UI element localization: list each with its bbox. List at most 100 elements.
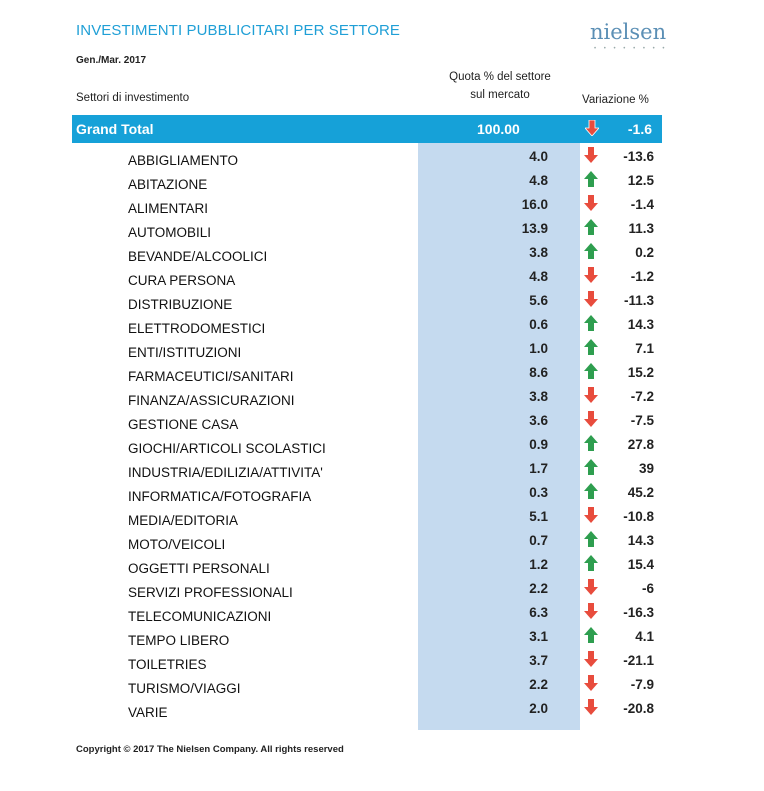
sector-share-value: 3.8 (529, 245, 548, 260)
sector-variation: 45.2 (627, 485, 654, 500)
table-row: MOTO/VEICOLI 0.7 14.3 (0, 530, 764, 554)
sector-name: AUTOMOBILI (128, 225, 212, 240)
arrow-up-icon (584, 459, 598, 480)
table-row: TEMPO LIBERO 3.1 4.1 (0, 626, 764, 650)
sector-variation: -1.4 (630, 197, 654, 212)
sector-name: TURISMO/VIAGGI (128, 681, 241, 696)
table-row: TELECOMUNICAZIONI 6.3 -16.3 (0, 602, 764, 626)
arrow-up-icon (584, 339, 598, 360)
sector-share-value: 13.9 (521, 221, 548, 236)
quota-column-highlight (418, 143, 580, 730)
table-row: ABBIGLIAMENTO 4.0 -13.6 (0, 146, 764, 170)
sector-variation: 15.2 (627, 365, 654, 380)
sector-variation: -1.2 (630, 269, 654, 284)
sector-share-value: 5.1 (529, 509, 548, 524)
sector-share-value: 3.6 (529, 413, 548, 428)
sector-share-value: 0.7 (529, 533, 548, 548)
sector-name: SERVIZI PROFESSIONALI (128, 585, 293, 600)
arrow-up-icon (584, 363, 598, 384)
sector-share-value: 3.7 (529, 653, 548, 668)
sector-share-value: 1.7 (529, 461, 548, 476)
sector-name: OGGETTI PERSONALI (128, 561, 270, 576)
sector-name: FINANZA/ASSICURAZIONI (128, 393, 295, 408)
table-row: OGGETTI PERSONALI 1.2 15.4 (0, 554, 764, 578)
sector-share-value: 1.2 (529, 557, 548, 572)
sector-variation: 27.8 (627, 437, 654, 452)
table-row: ABITAZIONE 4.8 12.5 (0, 170, 764, 194)
arrow-down-icon (584, 195, 598, 216)
table-row: GIOCHI/ARTICOLI SCOLASTICI 0.9 27.8 (0, 434, 764, 458)
arrow-down-icon (584, 291, 598, 312)
arrow-up-icon (584, 171, 598, 192)
sector-name: ABBIGLIAMENTO (128, 153, 239, 168)
sector-name: INFORMATICA/FOTOGRAFIA (128, 489, 312, 504)
arrow-down-icon (584, 675, 598, 696)
grand-total-label: Grand Total (76, 121, 154, 137)
table-row: MEDIA/EDITORIA 5.1 -10.8 (0, 506, 764, 530)
sector-name: ALIMENTARI (128, 201, 209, 216)
arrow-down-icon (584, 267, 598, 288)
sector-share-value: 1.0 (529, 341, 548, 356)
sector-name: INDUSTRIA/EDILIZIA/ATTIVITA' (128, 465, 323, 480)
sector-name: CURA PERSONA (128, 273, 236, 288)
period-label: Gen./Mar. 2017 (76, 55, 147, 66)
sector-variation: -7.2 (630, 389, 654, 404)
table-row: ELETTRODOMESTICI 0.6 14.3 (0, 314, 764, 338)
page-title: INVESTIMENTI PUBBLICITARI PER SETTORE (76, 22, 401, 39)
sector-variation: -20.8 (623, 701, 654, 716)
sector-name: MEDIA/EDITORIA (128, 513, 239, 528)
column-header-quota-line1: Quota % del settore (449, 71, 551, 83)
sector-name: MOTO/VEICOLI (128, 537, 226, 552)
grand-total-row: Grand Total 100.00 -1.6 (72, 115, 662, 143)
sector-variation: 11.3 (628, 221, 654, 236)
sector-variation: 0.2 (635, 245, 654, 260)
column-header-sector: Settori di investimento (76, 92, 190, 104)
table-row: INFORMATICA/FOTOGRAFIA 0.3 45.2 (0, 482, 764, 506)
arrow-up-icon (584, 315, 598, 336)
copyright: Copyright © 2017 The Nielsen Company. Al… (76, 744, 344, 755)
table-row: SERVIZI PROFESSIONALI 2.2 -6 (0, 578, 764, 602)
column-header-quota-line2: sul mercato (470, 89, 530, 101)
sector-variation: -13.6 (623, 149, 654, 164)
sector-name: ABITAZIONE (128, 177, 208, 192)
arrow-down-icon (584, 411, 598, 432)
arrow-up-icon (584, 483, 598, 504)
sector-variation: -16.3 (623, 605, 654, 620)
sector-variation: -11.3 (623, 293, 654, 308)
sector-name: ENTI/ISTITUZIONI (128, 345, 242, 360)
sector-share-value: 4.8 (529, 269, 548, 284)
sector-variation: 14.3 (627, 317, 654, 332)
arrow-up-icon (584, 627, 598, 648)
sector-share-value: 2.2 (529, 677, 548, 692)
sector-name: TOILETRIES (128, 657, 207, 672)
arrow-up-icon (584, 435, 598, 456)
arrow-down-icon (584, 699, 598, 720)
arrow-down-icon (584, 507, 598, 528)
arrow-up-icon (584, 555, 598, 576)
sector-name: DISTRIBUZIONE (128, 297, 233, 312)
arrow-up-icon (584, 531, 598, 552)
table-row: GESTIONE CASA 3.6 -7.5 (0, 410, 764, 434)
table-row: TURISMO/VIAGGI 2.2 -7.9 (0, 674, 764, 698)
grand-total-variation: -1.6 (627, 121, 652, 137)
logo-dots: • • • • • • • • (594, 46, 668, 52)
sector-name: VARIE (128, 705, 168, 720)
sector-variation: 4.1 (635, 629, 654, 644)
sector-share-value: 0.3 (529, 485, 548, 500)
table-row: INDUSTRIA/EDILIZIA/ATTIVITA' 1.7 39 (0, 458, 764, 482)
grand-total-value: 100.00 (477, 121, 520, 137)
sector-share-value: 3.1 (529, 629, 548, 644)
table-row: FARMACEUTICI/SANITARI 8.6 15.2 (0, 362, 764, 386)
nielsen-logo: nielsen (590, 20, 667, 44)
sector-share-value: 4.8 (529, 173, 548, 188)
sector-variation: 15.4 (627, 557, 654, 572)
arrow-down-icon (584, 147, 598, 168)
sector-share-value: 0.9 (529, 437, 548, 452)
sector-share-value: 16.0 (521, 197, 548, 212)
arrow-up-icon (584, 243, 598, 264)
arrow-down-icon (584, 603, 598, 624)
table-row: VARIE 2.0 -20.8 (0, 698, 764, 722)
table-row: ENTI/ISTITUZIONI 1.0 7.1 (0, 338, 764, 362)
arrow-down-icon (584, 387, 598, 408)
sector-name: FARMACEUTICI/SANITARI (128, 369, 294, 384)
